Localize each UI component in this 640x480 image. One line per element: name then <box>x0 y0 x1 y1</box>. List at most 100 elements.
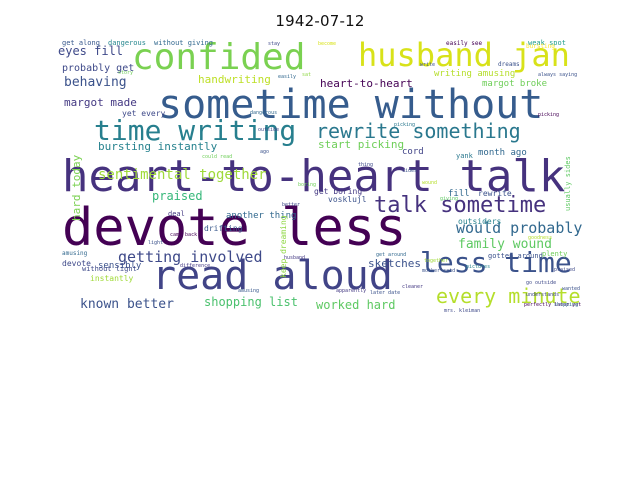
cloud-word: known better <box>80 297 174 312</box>
cloud-word: fill <box>448 189 470 199</box>
cloud-word: bursting <box>526 43 555 50</box>
cloud-word: behaving <box>64 75 127 90</box>
cloud-word: margot broke <box>482 79 547 89</box>
cloud-word: picking <box>538 112 559 118</box>
cloud-word: sensibly <box>98 261 142 271</box>
cloud-word: sometime without <box>158 82 543 128</box>
cloud-word: dangerous <box>250 110 277 116</box>
cloud-word: dreams <box>498 61 520 68</box>
cloud-word: perfectly later yet <box>524 302 581 308</box>
cloud-word: amusing <box>238 288 259 294</box>
cloud-word: husband jan <box>358 36 570 74</box>
cloud-word: family wound <box>458 237 552 252</box>
cloud-word: get boring <box>314 187 362 196</box>
cloud-word: devote <box>62 259 91 268</box>
cloud-word: sat <box>302 72 311 78</box>
cloud-word: vosklujl <box>328 195 367 204</box>
cloud-word: shopping read <box>554 302 582 308</box>
cloud-word: light <box>148 240 163 246</box>
cloud-word: shopping list <box>204 295 298 309</box>
cloud-word: praised <box>554 267 575 273</box>
cloud-word: talk sometime <box>374 193 546 218</box>
cloud-word: would probably <box>456 219 582 237</box>
cloud-word: bursting instantly <box>98 140 218 153</box>
cloud-word: yank <box>456 152 474 160</box>
cloud-word: every minute <box>436 284 581 308</box>
cloud-word: go outside <box>526 280 556 286</box>
cloud-word: get along <box>62 39 100 47</box>
cloud-word: easily <box>278 74 296 80</box>
cloud-word: thing <box>358 162 373 168</box>
cloud-word: could read <box>202 154 232 160</box>
cloud-word: pictures <box>466 264 490 270</box>
cloud-word: become <box>318 41 336 47</box>
cloud-word: eyes fill <box>58 44 123 58</box>
cloud-word: instantly <box>90 274 134 283</box>
cloud-word: another thing <box>226 211 296 221</box>
cloud-word: without light <box>82 265 137 273</box>
cloud-word: gotten around <box>488 252 543 260</box>
cloud-word: usually sides <box>564 156 572 211</box>
cloud-word: easily see <box>446 40 483 47</box>
cloud-word: yet every <box>122 109 166 118</box>
cloud-word: husband <box>284 255 305 261</box>
cloud-word: wound <box>422 180 437 186</box>
cloud-word: boring <box>298 182 316 188</box>
cloud-word: rewrite <box>478 189 512 198</box>
cloud-word: cleaner <box>402 284 423 290</box>
cloud-word: without giving <box>154 39 213 47</box>
cloud-word: better <box>282 202 300 208</box>
cloud-word: amusing <box>62 250 88 257</box>
cloud-word: wanted <box>562 286 580 292</box>
cloud-word: write <box>420 62 435 68</box>
cloud-word: keep dreaming <box>279 215 288 278</box>
cloud-word: difference <box>180 263 210 269</box>
cloud-word: story <box>118 70 133 76</box>
cloud-word: always saying <box>538 72 577 78</box>
cloud-word: probably get <box>62 63 134 74</box>
cloud-word: deal <box>168 210 185 218</box>
cloud-word: praised <box>152 189 203 203</box>
cloud-word: heart-to-heart <box>320 77 413 90</box>
cloud-word: apparently <box>336 288 366 294</box>
cloud-word: worked hard <box>316 298 395 312</box>
cloud-word: outside <box>258 127 279 133</box>
cloud-word: together <box>424 258 448 264</box>
cloud-word: mother said <box>422 268 455 274</box>
cloud-word: picking <box>394 122 415 128</box>
cloud-word: sentimental together <box>98 167 267 183</box>
cloud-word: sides <box>402 168 417 174</box>
cloud-word: month ago <box>478 148 527 158</box>
cloud-word: margot made <box>64 96 137 109</box>
cloud-word: start picking <box>318 138 404 151</box>
cloud-word: handwriting <box>198 73 271 86</box>
cloud-word: outsiders <box>458 217 502 226</box>
cloud-word: sketches <box>368 257 421 270</box>
cloud-word: ago <box>260 149 269 155</box>
cloud-word: devote less <box>62 198 406 258</box>
cloud-word: giving <box>440 196 458 202</box>
cloud-word: weak spot <box>528 39 566 47</box>
cloud-word: plenty <box>542 250 567 258</box>
cloud-word: get around <box>376 252 406 258</box>
cloud-word: understands <box>526 292 559 298</box>
cloud-word: dangerous <box>108 39 146 47</box>
cloud-word: mrs. kleiman <box>444 308 480 314</box>
cloud-word: writing amusing <box>434 69 515 79</box>
cloud-word: came back <box>170 232 197 238</box>
cloud-word: heart-to-heart talk <box>62 151 565 202</box>
cloud-word: getting involved <box>118 248 263 266</box>
cloud-word: goodness <box>528 235 552 241</box>
page-title: 1942-07-12 <box>275 12 365 30</box>
cloud-word: rewrite something <box>316 119 521 143</box>
cloud-word: drifting <box>204 224 243 233</box>
cloud-word: less time <box>420 246 572 279</box>
cloud-word: cord <box>402 147 424 157</box>
cloud-word: read aloud <box>152 253 393 299</box>
cloud-word: stay <box>268 41 280 47</box>
cloud-word: time writing <box>94 114 296 147</box>
cloud-word: later date <box>370 290 400 296</box>
word-cloud: devote less heart-to-heart talk sometime w… <box>58 36 582 314</box>
cloud-word: confided <box>132 37 305 78</box>
